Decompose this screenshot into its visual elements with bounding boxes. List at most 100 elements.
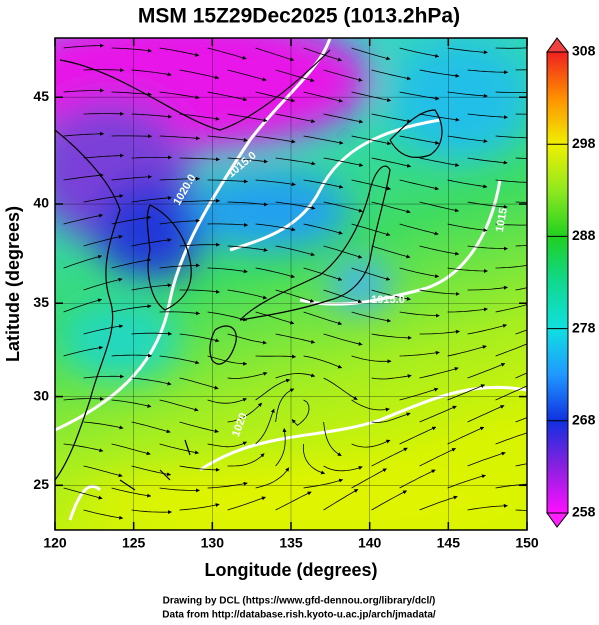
streamline [303, 478, 344, 489]
streamline [447, 223, 488, 233]
streamline [515, 69, 527, 71]
streamline [111, 443, 151, 456]
streamline [159, 311, 200, 316]
streamline [323, 289, 363, 304]
streamline [399, 135, 440, 145]
streamline [207, 91, 248, 102]
streamline [255, 223, 296, 232]
streamline [351, 91, 392, 102]
x-tick-label: 140 [358, 535, 382, 551]
streamline [351, 47, 391, 61]
streamline [495, 265, 527, 269]
streamline [131, 155, 172, 160]
streamline [207, 135, 248, 142]
streamline [275, 201, 316, 210]
streamline [131, 377, 172, 386]
streamline [399, 47, 440, 58]
streamline [303, 311, 343, 326]
streamline [323, 113, 364, 124]
streamline [111, 353, 152, 358]
streamline [255, 91, 295, 103]
streamline [419, 448, 456, 467]
streamline [63, 254, 103, 269]
contour-label: 1015 [494, 207, 510, 233]
streamline [83, 509, 124, 520]
streamline [323, 421, 342, 457]
streamline [399, 311, 440, 318]
streamline [63, 213, 103, 225]
streamline [467, 405, 505, 423]
streamline [371, 333, 412, 340]
streamline [323, 245, 363, 259]
streamline [303, 267, 343, 281]
streamline [495, 47, 527, 49]
streamline [255, 179, 296, 187]
streamline [275, 373, 316, 379]
streamline [159, 399, 199, 412]
streamline [83, 153, 124, 159]
streamline [515, 329, 527, 335]
streamline [467, 201, 508, 209]
streamline [447, 267, 488, 273]
title: MSM 15Z29Dec2025 (1013.2hPa) [138, 5, 460, 28]
streamline [515, 509, 527, 512]
streamline [303, 47, 342, 62]
streamline [495, 223, 527, 226]
streamline [207, 398, 247, 404]
streamline [179, 289, 220, 294]
streamline [275, 428, 287, 467]
streamline [63, 396, 104, 401]
credit: Data from http://database.rish.kyoto-u.a… [162, 610, 436, 621]
streamline [227, 245, 268, 252]
streamline [159, 487, 200, 493]
streamline [111, 47, 152, 53]
streamline [227, 371, 268, 379]
streamline [63, 345, 103, 357]
streamline [179, 242, 220, 247]
streamline [303, 135, 344, 145]
streamline [179, 198, 220, 203]
streamline [159, 47, 200, 57]
streamline [467, 157, 508, 165]
y-tick-label: 25 [33, 476, 49, 492]
streamline [515, 113, 527, 115]
streamline [227, 113, 268, 123]
streamline [159, 263, 200, 269]
streamline [83, 234, 123, 247]
streamline [495, 304, 527, 313]
streamline [303, 223, 343, 235]
streamline [399, 91, 440, 101]
streamline [351, 267, 391, 281]
x-tick-label: 145 [437, 535, 461, 551]
streamline [323, 157, 364, 167]
streamline [63, 487, 103, 500]
streamline [323, 465, 363, 472]
streamline [159, 91, 200, 100]
streamline [419, 157, 460, 167]
streamline [399, 426, 437, 445]
streamline [131, 238, 172, 247]
streamline [111, 91, 152, 97]
streamline [495, 385, 527, 401]
streamline [495, 91, 527, 93]
streamline [495, 432, 527, 445]
streamline [291, 399, 310, 426]
streamline [275, 157, 316, 166]
streamline [207, 441, 247, 448]
streamline [467, 323, 507, 335]
streamline [159, 135, 200, 141]
streamline [447, 47, 488, 55]
streamline [323, 201, 363, 213]
streamline [207, 355, 248, 366]
streamline [419, 405, 457, 423]
streamline [83, 421, 124, 430]
contour-label: 1015.0 [371, 294, 405, 306]
streamline [371, 412, 411, 423]
streamline [179, 503, 220, 511]
streamline [323, 333, 363, 346]
streamline [371, 289, 411, 301]
streamline [351, 311, 391, 323]
x-tick-label: 150 [515, 535, 539, 551]
streamline [399, 469, 436, 489]
